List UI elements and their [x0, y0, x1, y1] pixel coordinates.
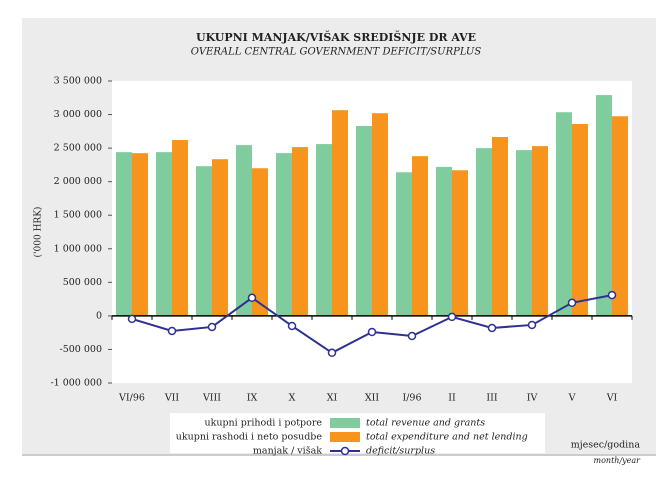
marker [327, 348, 337, 358]
y-tick-label: 3 000 000 [54, 109, 102, 120]
marker [207, 322, 217, 332]
bar [372, 113, 388, 316]
legend-marker [340, 446, 350, 456]
bar [436, 166, 452, 316]
y-tick-label: 1 000 000 [54, 243, 102, 254]
marker [447, 312, 457, 322]
legend-label-hr: manjak / višak [253, 446, 322, 457]
bar [196, 166, 212, 316]
x-tick-label: VIII [202, 393, 221, 404]
marker [527, 320, 537, 330]
chart-title: UKUPNI MANJAK/VIŠAK SREDIŠNJE DR AVE [196, 30, 476, 44]
y-tick-label: -1 000 000 [50, 378, 102, 389]
y-tick-label: 2 500 000 [54, 143, 102, 154]
bar [332, 110, 348, 316]
x-tick-label: VI/96 [118, 393, 145, 404]
legend-swatch [330, 418, 360, 428]
marker [247, 293, 257, 303]
bar [252, 168, 268, 316]
marker [487, 323, 497, 333]
marker [607, 290, 617, 300]
y-tick-label: 3 500 000 [54, 76, 102, 87]
x-tick-label: III [486, 393, 498, 404]
bar [116, 152, 132, 316]
x-tick-label: XI [327, 393, 338, 404]
bar [492, 137, 508, 316]
y-tick-label: 0 [96, 310, 102, 321]
bar [276, 153, 292, 316]
bar [316, 144, 332, 316]
marker [167, 326, 177, 336]
x-axis-label: mjesec/godina [571, 440, 641, 451]
x-axis-label-en: month/year [594, 456, 642, 465]
x-tick-label: I/96 [402, 393, 421, 404]
x-tick-label: IX [247, 393, 258, 404]
bar [172, 140, 188, 316]
x-tick-label: XII [365, 393, 380, 404]
bar [356, 125, 372, 316]
bar [516, 150, 532, 316]
bar [532, 146, 548, 316]
bar [236, 145, 252, 316]
marker [567, 298, 577, 308]
x-tick-label: VII [164, 393, 180, 404]
bar [476, 148, 492, 316]
legend-label: total revenue and grants [366, 418, 485, 429]
bar [596, 95, 612, 316]
x-tick-label: V [568, 393, 576, 404]
x-tick-label: X [289, 393, 296, 404]
bar [396, 172, 412, 316]
bar [412, 156, 428, 316]
marker [287, 321, 297, 331]
y-tick-label: -500 000 [60, 344, 103, 355]
y-tick-label: 500 000 [63, 277, 102, 288]
marker [407, 331, 417, 341]
x-tick-label: VI [606, 393, 618, 404]
bar [212, 159, 228, 316]
legend-label-hr: ukupni prihodi i potpore [204, 418, 322, 429]
bar [132, 153, 148, 316]
bar [572, 123, 588, 316]
x-tick-label: IV [527, 393, 538, 404]
legend-swatch [330, 432, 360, 442]
bar [292, 147, 308, 316]
bar [556, 112, 572, 316]
bar [156, 152, 172, 316]
legend-label-hr: ukupni rashodi i neto posudbe [176, 432, 323, 443]
marker [367, 327, 377, 337]
legend-label: total expenditure and net lending [366, 432, 528, 443]
y-tick-label: 2 000 000 [54, 176, 102, 187]
legend-label: deficit/surplus [366, 446, 435, 457]
x-tick-label: II [448, 393, 456, 404]
y-tick-label: 1 500 000 [54, 210, 102, 221]
chart-subtitle: OVERALL CENTRAL GOVERNMENT DEFICIT/SURPL… [191, 47, 482, 58]
y-axis-label: ('000 HRK) [33, 207, 44, 258]
bar [612, 116, 628, 316]
bar [452, 170, 468, 316]
marker [127, 314, 137, 324]
